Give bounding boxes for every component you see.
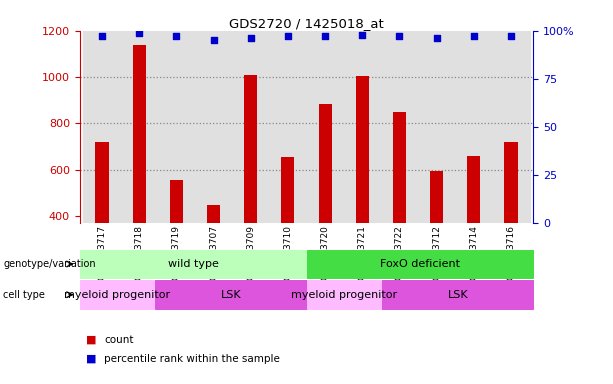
Bar xyxy=(492,31,530,223)
Point xyxy=(97,33,107,40)
Text: ■: ■ xyxy=(86,335,96,345)
Bar xyxy=(195,31,232,223)
Text: myeloid progenitor: myeloid progenitor xyxy=(64,290,170,300)
Point xyxy=(506,33,516,40)
Bar xyxy=(430,170,443,223)
Point xyxy=(246,35,256,41)
Point xyxy=(172,33,181,40)
Bar xyxy=(96,142,109,223)
Point xyxy=(320,33,330,40)
Bar xyxy=(158,31,195,223)
Text: count: count xyxy=(104,335,134,345)
Bar xyxy=(467,156,481,223)
Bar xyxy=(232,31,269,223)
Point xyxy=(208,37,218,43)
Text: percentile rank within the sample: percentile rank within the sample xyxy=(104,354,280,364)
Bar xyxy=(393,112,406,223)
Bar xyxy=(83,31,121,223)
Bar xyxy=(207,205,220,223)
Bar xyxy=(356,76,369,223)
Bar xyxy=(504,142,517,223)
Title: GDS2720 / 1425018_at: GDS2720 / 1425018_at xyxy=(229,17,384,30)
Bar xyxy=(244,74,257,223)
Text: FoxO deficient: FoxO deficient xyxy=(380,259,460,269)
Bar xyxy=(170,180,183,223)
Bar xyxy=(281,157,294,223)
Text: myeloid progenitor: myeloid progenitor xyxy=(291,290,397,300)
Bar xyxy=(132,45,146,223)
Point xyxy=(432,35,441,41)
Point xyxy=(134,30,144,36)
Bar xyxy=(418,31,455,223)
Bar xyxy=(121,31,158,223)
Point xyxy=(357,31,367,38)
Point xyxy=(395,33,405,40)
Bar xyxy=(344,31,381,223)
Text: LSK: LSK xyxy=(221,290,241,300)
Text: cell type: cell type xyxy=(3,290,45,300)
Point xyxy=(283,33,293,40)
Bar xyxy=(381,31,418,223)
Bar xyxy=(306,31,344,223)
Text: ■: ■ xyxy=(86,354,96,364)
Bar xyxy=(455,31,492,223)
Text: LSK: LSK xyxy=(447,290,468,300)
Bar xyxy=(319,104,332,223)
Text: wild type: wild type xyxy=(168,259,218,269)
Bar xyxy=(269,31,306,223)
Text: genotype/variation: genotype/variation xyxy=(3,259,96,269)
Point xyxy=(469,33,479,40)
